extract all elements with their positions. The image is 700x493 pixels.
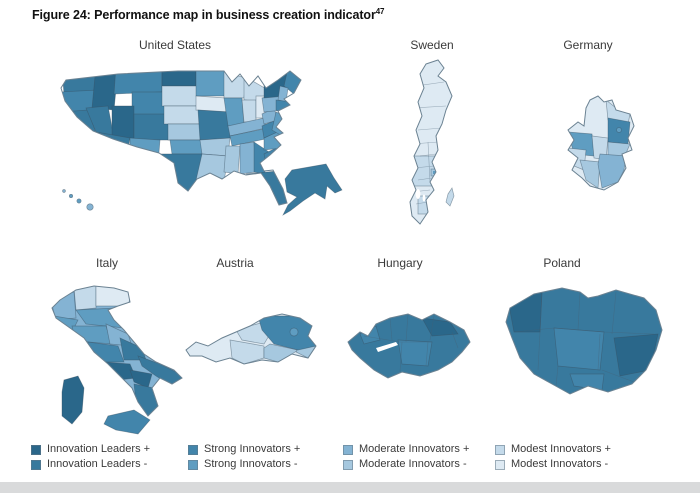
legend-col-innovation-leaders: Innovation Leaders + Innovation Leaders … bbox=[31, 444, 188, 470]
legend-item: Innovation Leaders + bbox=[31, 444, 188, 455]
sweden-gotland bbox=[445, 187, 455, 207]
sweden-counties bbox=[410, 60, 452, 224]
legend-label: Innovation Leaders + bbox=[47, 443, 151, 455]
legend-label: Strong Innovators - bbox=[204, 458, 298, 470]
map-italy bbox=[30, 276, 195, 441]
legend-col-modest-innovators: Modest Innovators + Modest Innovators - bbox=[495, 444, 645, 470]
legend-swatch-innovation-leaders-minus bbox=[31, 459, 41, 470]
germany-regions bbox=[568, 96, 634, 190]
italy-sardinia bbox=[61, 375, 85, 425]
legend-label: Moderate Innovators + bbox=[359, 443, 470, 455]
us-states bbox=[61, 71, 301, 205]
legend-label: Innovation Leaders - bbox=[47, 458, 148, 470]
figure-title-text: Figure 24: Performance map in business c… bbox=[32, 8, 376, 23]
label-hungary: Hungary bbox=[377, 256, 423, 270]
legend-item: Strong Innovators - bbox=[188, 459, 343, 470]
map-germany bbox=[552, 90, 647, 205]
map-united-states bbox=[38, 58, 348, 243]
map-hungary bbox=[340, 296, 482, 398]
page-footer-strip bbox=[0, 482, 700, 493]
legend-swatch-moderate-innovators-minus bbox=[343, 459, 353, 470]
legend-item: Moderate Innovators - bbox=[343, 459, 495, 470]
legend-swatch-strong-innovators-plus bbox=[188, 444, 198, 455]
label-austria: Austria bbox=[216, 256, 254, 270]
legend-item: Moderate Innovators + bbox=[343, 444, 495, 455]
figure-title-footnote: 47 bbox=[375, 7, 385, 16]
figure-title: Figure 24: Performance map in business c… bbox=[32, 7, 385, 23]
label-germany: Germany bbox=[563, 38, 613, 52]
italy-sicily bbox=[103, 409, 151, 435]
label-italy: Italy bbox=[95, 256, 119, 270]
us-hawaii bbox=[62, 189, 94, 211]
map-sweden bbox=[398, 56, 470, 241]
legend-item: Modest Innovators + bbox=[495, 444, 645, 455]
austria-regions bbox=[186, 314, 316, 364]
map-austria bbox=[180, 296, 338, 388]
label-united-states: United States bbox=[138, 38, 212, 52]
legend-col-moderate-innovators: Moderate Innovators + Moderate Innovator… bbox=[343, 444, 495, 470]
map-poland bbox=[494, 278, 686, 414]
legend-item: Strong Innovators + bbox=[188, 444, 343, 455]
legend-label: Strong Innovators + bbox=[204, 443, 301, 455]
legend-col-strong-innovators: Strong Innovators + Strong Innovators - bbox=[188, 444, 343, 470]
legend-label: Moderate Innovators - bbox=[359, 458, 467, 470]
legend-swatch-moderate-innovators-plus bbox=[343, 444, 353, 455]
legend-swatch-strong-innovators-minus bbox=[188, 459, 198, 470]
legend-item: Modest Innovators - bbox=[495, 459, 645, 470]
us-alaska bbox=[282, 163, 343, 216]
legend-item: Innovation Leaders - bbox=[31, 459, 188, 470]
legend-swatch-modest-innovators-plus bbox=[495, 444, 505, 455]
legend-label: Modest Innovators + bbox=[511, 443, 611, 455]
label-poland: Poland bbox=[543, 256, 581, 270]
legend: Innovation Leaders + Innovation Leaders … bbox=[31, 444, 645, 470]
label-sweden: Sweden bbox=[410, 38, 454, 52]
legend-swatch-innovation-leaders-plus bbox=[31, 444, 41, 455]
hungary-regions bbox=[348, 314, 470, 378]
legend-label: Modest Innovators - bbox=[511, 458, 609, 470]
legend-swatch-modest-innovators-minus bbox=[495, 459, 505, 470]
